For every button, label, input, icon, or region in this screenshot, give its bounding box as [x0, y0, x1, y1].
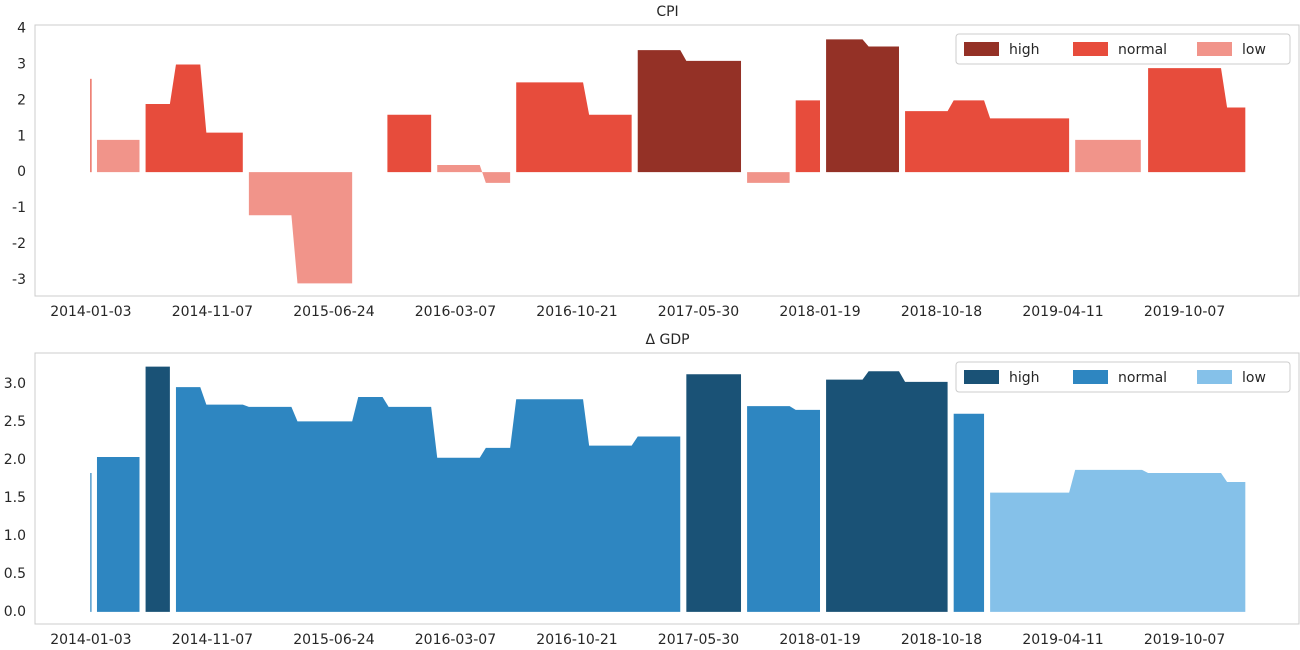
x-tick-label: 2019-04-11 [1022, 304, 1103, 320]
legend-swatch [1073, 42, 1108, 56]
chart-title: Δ GDP [645, 332, 689, 348]
y-tick-label: 3.0 [4, 376, 26, 392]
x-tick-label: 2014-11-07 [172, 632, 253, 648]
legend-swatch [1073, 370, 1108, 384]
y-tick-label: 1 [17, 128, 26, 144]
x-tick-label: 2015-06-24 [293, 304, 374, 320]
x-tick-label: 2016-03-07 [415, 304, 496, 320]
x-tick-label: 2016-03-07 [415, 632, 496, 648]
y-tick-label: -1 [12, 200, 26, 216]
area [387, 114, 432, 173]
x-tick-label: 2018-01-19 [779, 304, 860, 320]
x-tick-label: 2017-05-30 [658, 632, 739, 648]
x-tick-label: 2014-01-03 [50, 632, 131, 648]
x-tick-label: 2019-10-07 [1144, 632, 1225, 648]
legend-label: normal [1118, 370, 1167, 386]
area [248, 172, 353, 284]
legend-label: normal [1118, 42, 1167, 58]
plot-frame [34, 352, 1300, 625]
y-tick-label: 0 [17, 164, 26, 180]
area [637, 50, 742, 173]
legend-label: high [1009, 42, 1040, 58]
area [96, 456, 140, 612]
y-tick-label: 1.0 [4, 528, 26, 544]
x-tick-label: 2015-06-24 [293, 632, 374, 648]
area [145, 64, 243, 173]
x-tick-label: 2018-10-18 [901, 304, 982, 320]
area [1075, 139, 1141, 173]
area [795, 100, 821, 173]
x-tick-label: 2016-10-21 [536, 632, 617, 648]
legend-swatch [1197, 370, 1232, 384]
legend-swatch [964, 370, 999, 384]
area [437, 164, 511, 183]
area [175, 387, 681, 612]
area [826, 371, 948, 612]
y-tick-label: 1.5 [4, 490, 26, 506]
y-tick-label: -3 [12, 272, 26, 288]
legend-box [955, 361, 1291, 393]
x-tick-label: 2014-01-03 [50, 304, 131, 320]
y-tick-label: 0.5 [4, 566, 26, 582]
y-tick-label: 2 [17, 92, 26, 108]
area [686, 374, 742, 612]
y-tick-label: 4 [17, 21, 26, 37]
area [145, 366, 170, 612]
area [516, 82, 632, 173]
x-tick-label: 2016-10-21 [536, 304, 617, 320]
area [1148, 68, 1246, 173]
plot-frame [34, 24, 1300, 297]
y-tick-label: 2.0 [4, 452, 26, 468]
legend-swatch [1197, 42, 1232, 56]
legend-label: low [1242, 42, 1266, 58]
area [990, 469, 1246, 612]
y-tick-label: 3 [17, 56, 26, 72]
legend-label: low [1242, 370, 1266, 386]
legend-box [955, 33, 1291, 65]
area [905, 100, 1070, 173]
legend-swatch [964, 42, 999, 56]
x-tick-label: 2018-01-19 [779, 632, 860, 648]
legend-label: high [1009, 370, 1040, 386]
area [747, 406, 821, 612]
x-tick-label: 2019-04-11 [1022, 632, 1103, 648]
y-tick-label: -2 [12, 236, 26, 252]
chart-title: CPI [656, 4, 678, 20]
x-tick-label: 2017-05-30 [658, 304, 739, 320]
area [826, 39, 899, 173]
area [747, 172, 790, 183]
area [953, 413, 985, 612]
y-tick-label: 2.5 [4, 414, 26, 430]
y-tick-label: 0.0 [4, 604, 26, 620]
area [96, 139, 140, 173]
x-tick-label: 2019-10-07 [1144, 304, 1225, 320]
x-tick-label: 2014-11-07 [172, 304, 253, 320]
x-tick-label: 2018-10-18 [901, 632, 982, 648]
